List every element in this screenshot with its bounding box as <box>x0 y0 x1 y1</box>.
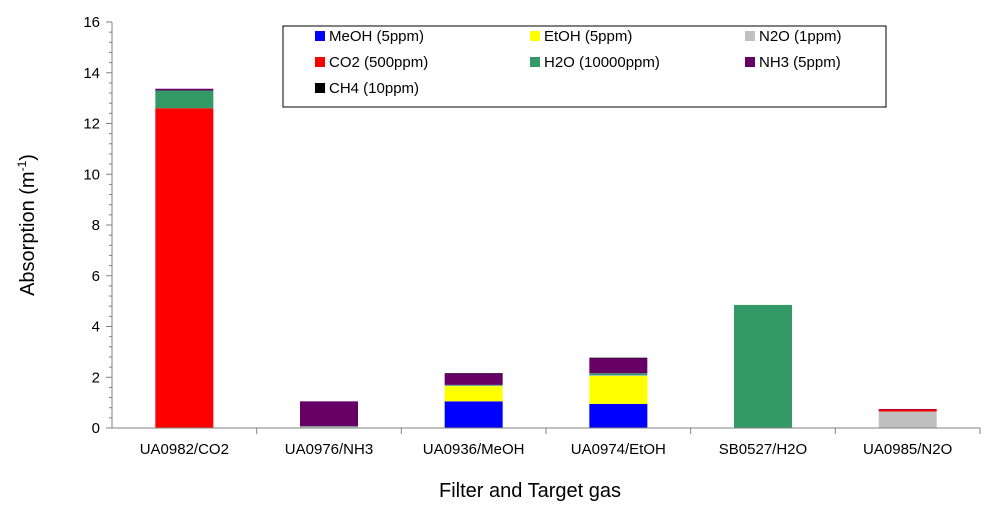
legend-box <box>282 25 887 108</box>
bar-segment <box>589 375 648 376</box>
y-axis-title-main: Absorption (m <box>17 171 39 296</box>
x-tick-label: SB0527/H2O <box>719 441 807 458</box>
legend-label: N2O (1ppm) <box>759 28 842 45</box>
bar-segment <box>878 411 937 428</box>
y-tick-label: 16 <box>83 14 100 31</box>
y-tick-label: 10 <box>83 166 100 183</box>
y-tick-label: 12 <box>83 116 100 133</box>
bar-segment <box>444 384 503 386</box>
legend-swatch <box>530 57 540 67</box>
legend-swatch <box>315 57 325 67</box>
y-tick-label: 4 <box>92 319 100 336</box>
bar-segment <box>155 88 214 91</box>
bar-segment <box>878 409 937 412</box>
bars <box>155 88 937 429</box>
y-tick-label: 0 <box>92 420 100 437</box>
y-axis-title-close: ) <box>17 154 39 161</box>
legend-label: MeOH (5ppm) <box>329 28 424 45</box>
legend-swatch <box>315 83 325 93</box>
bar-segment <box>444 401 503 428</box>
bar-segment <box>589 375 648 404</box>
x-tick-label: UA0974/EtOH <box>571 441 666 458</box>
bar-segment <box>300 426 358 427</box>
legend: MeOH (5ppm) EtOH (5ppm) N2O (1ppm) CO2 (500… <box>282 25 887 108</box>
bar-segment <box>444 373 503 385</box>
x-tick-label: UA0976/NH3 <box>285 441 373 458</box>
tick-labels: 0 2 4 6 8 10 12 14 16 UA0982/CO2 UA0976/NH3 UA0936/… <box>83 14 952 458</box>
bar-segment <box>589 357 648 359</box>
legend-swatch <box>530 31 540 41</box>
legend-swatch <box>745 57 755 67</box>
x-axis-title: Filter and Target gas <box>439 480 621 502</box>
bar-segment <box>734 304 792 428</box>
legend-label: EtOH (5ppm) <box>544 28 632 45</box>
bar-segment <box>300 401 358 427</box>
y-tick-label: 2 <box>92 369 100 386</box>
y-tick-label: 6 <box>92 268 100 285</box>
bar-segment <box>444 385 503 387</box>
bar-segment <box>589 403 648 428</box>
bar-segment <box>878 408 937 410</box>
legend-swatch <box>745 31 755 41</box>
x-tick-label: UA0982/CO2 <box>140 441 229 458</box>
legend-swatch <box>315 31 325 41</box>
y-axis-title-superscript: -1 <box>15 160 29 171</box>
bar-segment <box>155 108 214 429</box>
legend-label: CH4 (10ppm) <box>329 80 419 97</box>
bar-segment <box>589 373 648 376</box>
legend-label: NH3 (5ppm) <box>759 54 841 71</box>
x-tick-label: UA0936/MeOH <box>423 441 525 458</box>
y-tick-label: 8 <box>92 217 100 234</box>
bar-segment <box>589 357 648 374</box>
bar-segment <box>444 386 503 402</box>
bar-segment <box>155 90 214 109</box>
axes <box>106 21 981 434</box>
bar-segment <box>444 373 503 374</box>
legend-label: H2O (10000ppm) <box>544 54 660 71</box>
y-tick-label: 14 <box>83 65 100 82</box>
x-tick-label: UA0985/N2O <box>863 441 952 458</box>
bar-segment <box>300 426 358 428</box>
y-axis-title: Absorption (m-1) <box>15 154 39 296</box>
legend-label: CO2 (500ppm) <box>329 54 428 71</box>
